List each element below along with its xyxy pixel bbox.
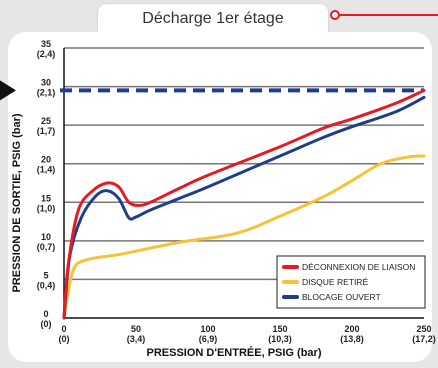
- y-tick-label: 20: [41, 155, 51, 165]
- y-tick-label: 35: [41, 39, 51, 49]
- y-tick-label: 15: [41, 193, 51, 203]
- y-axis-title: PRESSION DE SORTIE, PSIG (bar): [11, 113, 23, 292]
- x-tick-sublabel: (13,8): [340, 334, 364, 344]
- x-tick-sublabel: (17,2): [412, 334, 436, 344]
- legend-label: DÉCONNEXION DE LIAISON: [302, 262, 415, 272]
- y-tick-sublabel: (0,7): [37, 242, 56, 252]
- y-tick-sublabel: (1,4): [37, 165, 56, 175]
- x-tick-sublabel: (6,9): [199, 334, 218, 344]
- x-tick-label: 50: [131, 324, 141, 334]
- y-tick-sublabel: (0,4): [37, 280, 56, 290]
- y-tick-sublabel: (0): [41, 319, 52, 329]
- x-tick-sublabel: (3,4): [127, 334, 146, 344]
- series-line: [62, 95, 426, 320]
- plot-background: [8, 32, 432, 362]
- y-tick-label: 10: [41, 232, 51, 242]
- series-line: [62, 88, 426, 320]
- y-tick-label: 5: [43, 270, 48, 280]
- y-tick-sublabel: (1,0): [37, 203, 56, 213]
- y-tick-sublabel: (2,1): [37, 88, 56, 98]
- legend-label: BLOCAGE OUVERT: [302, 292, 381, 302]
- y-tick-sublabel: (2,4): [37, 49, 56, 59]
- x-tick-label: 150: [272, 324, 287, 334]
- x-tick-label: 100: [200, 324, 215, 334]
- reference-arrow-icon: [0, 80, 16, 101]
- series-line: [62, 154, 426, 320]
- y-tick-label: 30: [41, 78, 51, 88]
- x-axis-title: PRESSION D'ENTRÉE, PSIG (bar): [147, 346, 322, 359]
- x-tick-label: 0: [61, 324, 66, 334]
- y-tick-label: 25: [41, 116, 51, 126]
- legend-label: DISQUE RETIRÉ: [302, 277, 368, 287]
- chart-title: Décharge 1er étage: [98, 4, 328, 32]
- x-tick-label: 250: [416, 324, 431, 334]
- x-tick-label: 200: [344, 324, 359, 334]
- legend-box: [276, 255, 426, 309]
- x-tick-sublabel: (0): [59, 334, 70, 344]
- callout-line: [338, 14, 438, 16]
- x-tick-sublabel: (10,3): [268, 334, 292, 344]
- y-tick-label: 0: [43, 309, 48, 319]
- y-tick-sublabel: (1,7): [37, 126, 56, 136]
